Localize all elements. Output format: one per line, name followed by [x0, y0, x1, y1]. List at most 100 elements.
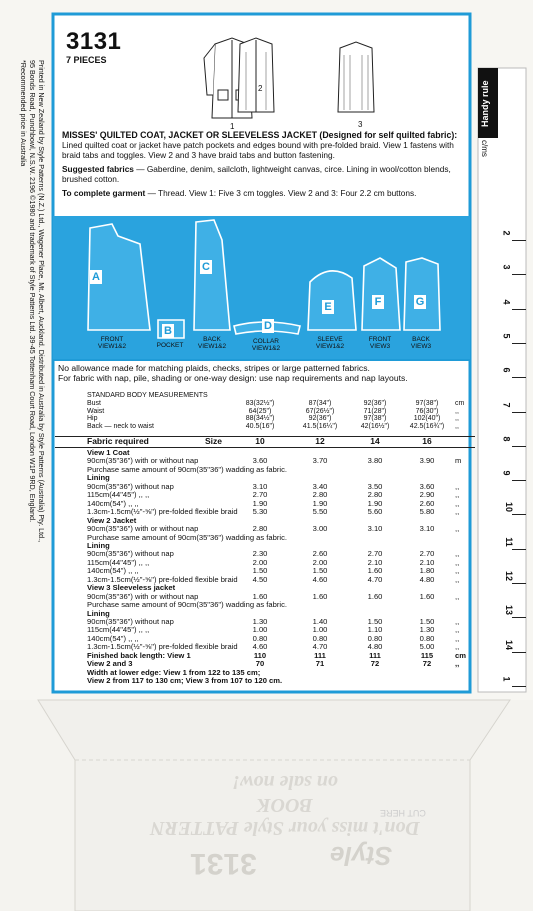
row-value: 0.80: [252, 633, 268, 643]
row-value: 4.60: [252, 642, 268, 652]
measure-label: Hip: [87, 415, 98, 423]
piece-letter: C: [200, 260, 212, 274]
row-value: 111: [314, 650, 326, 660]
row-unit: cm: [455, 650, 466, 660]
row-value: 72: [422, 659, 432, 669]
measure-value: 92(36"): [308, 415, 332, 423]
measure-value: 42(16½"): [360, 422, 390, 430]
ruler-unit: c/ms: [480, 140, 489, 157]
row-unit: ,,: [455, 633, 460, 643]
complete: To complete garment — Thread. View 1: Fi…: [62, 188, 464, 198]
row-value: 2.60: [419, 498, 435, 508]
row-value: 1.90: [312, 498, 328, 508]
ruler-mark: 3: [501, 264, 512, 270]
row-value: 2.80: [367, 490, 383, 500]
row: 115cm(44"45") ,, ,, 2.70 2.80 2.80 2.90,,: [55, 490, 475, 500]
ruler-tick: [512, 514, 526, 516]
row-value: 2.80: [312, 490, 328, 500]
measure-value: 83(32½"): [245, 400, 275, 407]
table-header: Fabric required: [87, 436, 149, 446]
row-value: 2.90: [419, 490, 435, 500]
view-label: 3: [358, 120, 363, 129]
row-value: 1.00: [312, 625, 328, 635]
row-label: 1.3cm-1.5cm(½"-⅝") pre-folded flexible b…: [87, 507, 238, 517]
row-value: 2.70: [252, 490, 268, 500]
piece-name: FRONT: [100, 336, 124, 343]
row-value: 0.80: [367, 633, 383, 643]
piece-name: FRONT: [368, 336, 392, 343]
side-line: 95 Bonds Road, Punchbowl, N.S.W. 2196 ©1…: [28, 60, 37, 523]
row: 115cm(44"45") ,, ,, 2.00 2.00 2.10 2.10,,: [55, 557, 475, 567]
piece-label: BACK VIEW3: [391, 336, 451, 350]
row-value: 111: [369, 650, 381, 660]
ruler-tick: [512, 651, 526, 653]
row-value: 5.80: [419, 507, 435, 517]
row-unit: ,,: [455, 566, 460, 576]
row-value: 1.60: [312, 591, 328, 601]
row: 115cm(44"45") ,, ,, 1.00 1.00 1.10 1.30,,: [55, 625, 475, 635]
row-value: 5.60: [367, 507, 383, 517]
ruler-tick: [512, 377, 526, 379]
row-unit: ,,: [455, 625, 460, 635]
row-unit: ,,: [455, 574, 460, 584]
row-value: 5.30: [252, 507, 268, 517]
row-text: Width at lower edge: View 1 from 122 to …: [87, 667, 261, 677]
piece-letter: G: [414, 295, 426, 309]
row-value: 5.50: [312, 507, 328, 517]
row: View 2 Jacket: [55, 516, 475, 525]
description-text: Lined quilted coat or jacket have patch …: [62, 140, 454, 160]
row: View 2 from 117 to 130 cm; View 3 from 1…: [55, 676, 475, 685]
fabrics-label: Suggested fabrics: [62, 164, 134, 174]
row-label: 90cm(35"36") with or without nap: [87, 591, 199, 601]
row-value: 3.60: [252, 456, 268, 466]
flap-number: 3131: [190, 847, 257, 880]
row-value: 1.50: [419, 617, 435, 626]
piece-name: BACK: [412, 336, 430, 343]
piece-name: BACK: [203, 336, 221, 343]
row-value: 3.50: [367, 481, 383, 491]
row: 90cm(35"36") without nap 1.30 1.40 1.50 1.50…: [55, 617, 475, 626]
description: MISSES' QUILTED COAT, JACKET OR SLEEVELE…: [62, 130, 464, 198]
row: Lining: [55, 609, 475, 618]
row: Bust 83(32½") 87(34") 92(36") 97(38") cm: [55, 400, 475, 408]
piece-name: SLEEVE: [317, 336, 343, 343]
size-header: 10: [255, 436, 265, 446]
row-value: 4.70: [367, 574, 383, 584]
row-label: 1.3cm-1.5cm(½"-⅝") pre-folded flexible b…: [87, 574, 238, 584]
piece-view: VIEW1&2: [197, 343, 227, 350]
ruler-mark: 12: [504, 570, 515, 582]
piece-label: SLEEVE VIEW1&2: [300, 336, 360, 350]
measure-unit: ,,: [455, 415, 459, 423]
row-value: 72: [370, 659, 380, 669]
ruler-mark: 1: [501, 676, 512, 682]
row: View 2 and 3 70 71 72 72,,: [55, 659, 475, 669]
ruler-tick: [512, 617, 526, 619]
measure-value: 102(40"): [413, 415, 441, 423]
size-header: 12: [315, 436, 325, 446]
row-value: 2.10: [419, 557, 435, 567]
piece-letter: A: [90, 270, 102, 284]
row-unit: ,,: [455, 498, 460, 508]
row-unit: ,,: [455, 549, 460, 559]
row-label: 1.3cm-1.5cm(½"-⅝") pre-folded flexible b…: [87, 642, 238, 652]
row-value: 1.50: [252, 566, 268, 576]
row-value: 3.10: [367, 524, 383, 534]
piece-view: VIEW1&2: [315, 343, 345, 350]
row-unit: ,,: [455, 659, 460, 669]
measure-value: 87(34"): [308, 400, 332, 407]
row-value: 1.80: [419, 566, 435, 576]
ruler-tick: [512, 445, 526, 447]
row-value: 110: [253, 650, 267, 660]
row: Finished back length: View 1 110 111 111 115…: [55, 650, 475, 660]
row: 90cm(35"36") with or without nap 2.80 3.00…: [55, 524, 475, 534]
cut-here: CUT HERE: [380, 808, 426, 818]
row-value: 1.00: [252, 625, 268, 635]
measurements: STANDARD BODY MEASUREMENTS Bust 83(32½") 87…: [55, 392, 475, 434]
row: 90cm(35"36") without nap 3.10 3.40 3.50 3.60…: [55, 481, 475, 491]
row-unit: ,,: [455, 557, 460, 567]
row-value: 1.50: [367, 617, 383, 626]
row-heading: View 3 Sleeveless jacket: [87, 583, 176, 593]
row-value: 3.00: [312, 524, 328, 534]
row: Fabric required Size 10 12 14 16: [55, 436, 475, 448]
row-value: 2.70: [419, 549, 435, 559]
